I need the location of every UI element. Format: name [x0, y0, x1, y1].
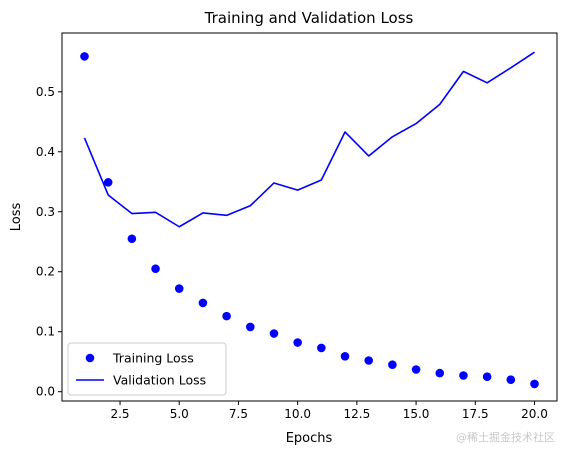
y-tick-label: 0.3	[36, 205, 55, 219]
training-loss-point	[482, 372, 492, 382]
y-tick-label: 0.5	[36, 85, 55, 99]
training-loss-point	[103, 178, 113, 187]
legend-label: Training Loss	[112, 351, 194, 366]
training-loss-point	[245, 322, 255, 332]
x-axis-label: Epochs	[286, 431, 333, 446]
x-tick-label: 7.5	[229, 407, 248, 421]
y-tick-label: 0.4	[36, 145, 55, 159]
training-loss-point	[198, 298, 208, 308]
x-tick-label: 20.0	[521, 407, 548, 421]
training-loss-point	[269, 329, 279, 338]
x-tick-label: 5.0	[170, 407, 189, 421]
training-loss-point	[364, 356, 374, 365]
x-tick-label: 17.5	[462, 407, 489, 421]
training-loss-point	[174, 284, 184, 293]
training-loss-point	[293, 338, 302, 347]
x-tick-label: 2.5	[110, 407, 129, 421]
chart-title: Training and Validation Loss	[204, 9, 414, 27]
x-tick-label: 15.0	[403, 407, 430, 421]
legend-label: Validation Loss	[113, 373, 206, 388]
training-loss-point	[127, 234, 137, 244]
training-loss-point	[459, 371, 468, 380]
training-loss-point	[530, 379, 539, 389]
watermark: @稀土掘金技术社区	[456, 431, 555, 444]
training-loss-point	[411, 365, 421, 374]
training-loss-point	[80, 52, 89, 61]
training-loss-point	[340, 352, 350, 361]
training-loss-point	[222, 311, 231, 321]
training-loss-point	[388, 360, 397, 370]
legend-box	[67, 342, 227, 396]
training-loss-point	[317, 343, 326, 353]
training-loss-point	[151, 264, 160, 274]
y-tick-label: 0.1	[36, 325, 55, 339]
plot-frame	[61, 32, 558, 402]
y-tick-label: 0.0	[36, 385, 55, 399]
y-axis-label: Loss	[9, 203, 24, 232]
y-tick-label: 0.2	[36, 265, 55, 279]
x-tick-label: 12.5	[344, 407, 371, 421]
legend-marker-swatch	[85, 353, 95, 363]
x-tick-label: 10.0	[284, 407, 311, 421]
validation-loss-line	[83, 51, 535, 228]
training-loss-point	[435, 368, 445, 378]
training-loss-point	[506, 375, 516, 385]
plot-marks: 2.5 5.0 7.5 10.0 12.5 15.0 17.5 20.0 0.0 0.1 0.2 0.…	[36, 51, 548, 421]
legend: Training Loss Validation Loss	[67, 342, 227, 396]
